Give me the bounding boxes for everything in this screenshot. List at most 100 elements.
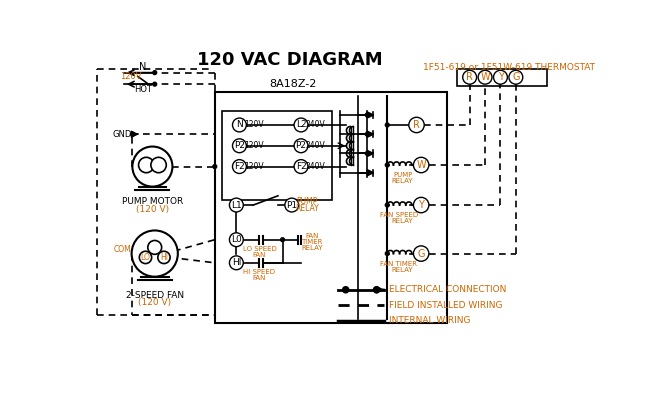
Circle shape (509, 70, 523, 84)
Text: 120V: 120V (120, 72, 141, 81)
Text: HOT: HOT (134, 85, 152, 94)
Text: N: N (236, 121, 243, 129)
Text: 8A18Z-2: 8A18Z-2 (269, 79, 317, 89)
Circle shape (281, 238, 285, 242)
Circle shape (413, 246, 429, 261)
Text: L0: L0 (231, 235, 242, 244)
Polygon shape (367, 112, 373, 118)
Circle shape (232, 139, 247, 153)
Text: 2-SPEED FAN: 2-SPEED FAN (126, 290, 184, 300)
Text: Y: Y (498, 72, 503, 82)
Text: R: R (413, 120, 420, 130)
Text: RELAY: RELAY (392, 178, 413, 184)
Circle shape (153, 71, 157, 75)
Circle shape (463, 70, 476, 84)
Text: FAN TIMER: FAN TIMER (381, 261, 417, 266)
Circle shape (153, 82, 157, 86)
Circle shape (409, 117, 424, 133)
Text: INTERNAL WIRING: INTERNAL WIRING (389, 316, 470, 325)
Text: RELAY: RELAY (392, 218, 413, 224)
Text: PUMP: PUMP (393, 172, 412, 178)
Circle shape (365, 152, 369, 155)
Text: Y: Y (418, 200, 424, 210)
Text: 240V: 240V (306, 141, 326, 150)
Text: GND: GND (113, 130, 132, 139)
Circle shape (148, 241, 161, 254)
Circle shape (229, 198, 243, 212)
Circle shape (232, 118, 247, 132)
Text: ELECTRICAL CONNECTION: ELECTRICAL CONNECTION (389, 285, 506, 294)
Bar (222, 111, 332, 200)
Text: COM: COM (114, 245, 131, 254)
Circle shape (413, 157, 429, 173)
Circle shape (229, 233, 243, 247)
Text: R: R (466, 72, 473, 82)
Polygon shape (367, 150, 373, 157)
Text: 1F51-619 or 1F51W-619 THERMOSTAT: 1F51-619 or 1F51W-619 THERMOSTAT (423, 63, 595, 72)
Text: 120 VAC DIAGRAM: 120 VAC DIAGRAM (197, 51, 383, 69)
Text: TIMER: TIMER (301, 239, 322, 245)
Text: N: N (139, 62, 147, 72)
Circle shape (494, 70, 507, 84)
Circle shape (139, 251, 151, 264)
Text: P2: P2 (234, 141, 245, 150)
Text: 240V: 240V (306, 162, 326, 171)
Text: FAN: FAN (253, 275, 266, 281)
Text: LO: LO (141, 253, 151, 262)
Text: F2: F2 (295, 162, 306, 171)
Circle shape (385, 252, 389, 256)
Text: W: W (416, 160, 426, 170)
Circle shape (385, 123, 389, 127)
Circle shape (385, 203, 389, 207)
Circle shape (294, 160, 308, 173)
Text: G: G (417, 248, 425, 259)
Circle shape (131, 230, 178, 277)
Polygon shape (367, 170, 373, 176)
Text: RELAY: RELAY (295, 204, 319, 213)
Circle shape (294, 118, 308, 132)
Text: PUMP MOTOR: PUMP MOTOR (122, 197, 183, 206)
Text: FAN: FAN (253, 252, 266, 258)
Text: PUMP: PUMP (297, 197, 318, 207)
Circle shape (131, 132, 134, 136)
Circle shape (232, 160, 247, 173)
Text: 120V: 120V (245, 121, 264, 129)
Circle shape (413, 197, 429, 213)
Text: RELAY: RELAY (392, 267, 413, 273)
Text: FAN: FAN (305, 233, 318, 239)
Text: (120 V): (120 V) (136, 205, 169, 214)
Circle shape (133, 147, 172, 186)
Text: HI SPEED: HI SPEED (243, 269, 275, 275)
Bar (215, 92, 448, 323)
Circle shape (342, 287, 349, 293)
Text: RELAY: RELAY (301, 245, 323, 251)
Circle shape (365, 113, 369, 117)
Polygon shape (367, 131, 373, 137)
Text: FAN SPEED: FAN SPEED (380, 212, 418, 218)
Circle shape (139, 157, 154, 173)
Text: P1: P1 (286, 201, 297, 210)
Circle shape (365, 132, 369, 136)
Text: P2: P2 (295, 141, 306, 150)
Text: LO SPEED: LO SPEED (243, 246, 276, 252)
Text: 240V: 240V (306, 121, 326, 129)
Text: G: G (512, 72, 520, 82)
Text: L2: L2 (295, 121, 306, 129)
Text: HI: HI (160, 253, 168, 262)
Circle shape (294, 139, 308, 153)
Circle shape (385, 163, 389, 167)
Text: (120 V): (120 V) (138, 298, 172, 307)
Text: L1: L1 (231, 201, 242, 210)
Text: F2: F2 (234, 162, 245, 171)
Text: W: W (480, 72, 490, 82)
Circle shape (151, 157, 166, 173)
Bar (458, 69, 547, 86)
Circle shape (213, 165, 216, 168)
Circle shape (373, 287, 380, 293)
Circle shape (285, 198, 299, 212)
Text: 120V: 120V (245, 141, 264, 150)
Text: 120V: 120V (245, 162, 264, 171)
Circle shape (229, 256, 243, 270)
Text: HI: HI (232, 258, 241, 267)
Text: FIELD INSTALLED WIRING: FIELD INSTALLED WIRING (389, 301, 502, 310)
